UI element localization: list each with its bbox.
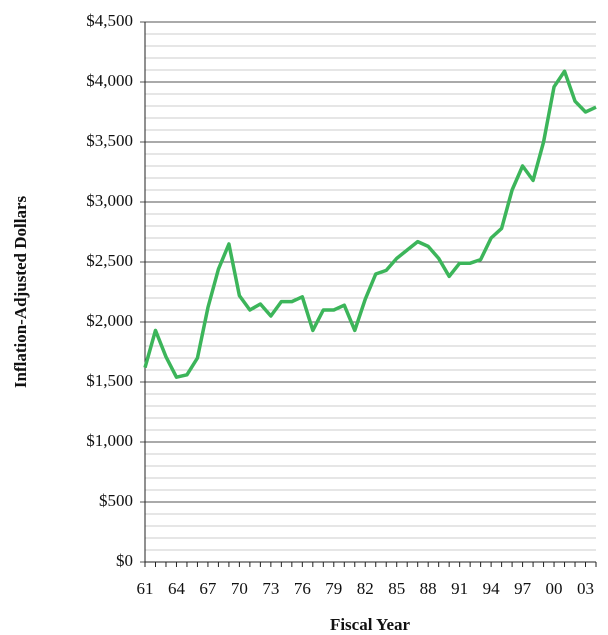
y-tick-label: $3,000 [86, 191, 133, 210]
x-tick-label: 91 [451, 579, 468, 598]
x-tick-label: 88 [420, 579, 437, 598]
data-line [143, 69, 597, 379]
y-tick-label: $4,500 [86, 11, 133, 30]
x-tick-label: 73 [262, 579, 279, 598]
y-tick-label: $1,500 [86, 371, 133, 390]
x-tick-label: 85 [388, 579, 405, 598]
y-tick-label: $2,500 [86, 251, 133, 270]
x-tick-label: 64 [168, 579, 186, 598]
y-tick-label: $2,000 [86, 311, 133, 330]
y-tick-label: $1,000 [86, 431, 133, 450]
y-axis-title: Inflation-Adjusted Dollars [11, 196, 30, 389]
x-tick-label: 97 [514, 579, 532, 598]
y-tick-label: $500 [99, 491, 133, 510]
x-axis-title: Fiscal Year [330, 615, 411, 634]
x-tick-label: 76 [294, 579, 311, 598]
y-tick-label: $3,500 [86, 131, 133, 150]
x-tick-label: 67 [199, 579, 217, 598]
x-tick-label: 94 [483, 579, 501, 598]
x-tick-label: 82 [357, 579, 374, 598]
x-tick-label: 70 [231, 579, 248, 598]
x-tick-label: 00 [546, 579, 563, 598]
y-tick-label: $4,000 [86, 71, 133, 90]
x-tick-label: 03 [577, 579, 594, 598]
y-tick-label: $0 [116, 551, 133, 570]
x-tick-label: 79 [325, 579, 342, 598]
x-tick-label: 61 [137, 579, 154, 598]
